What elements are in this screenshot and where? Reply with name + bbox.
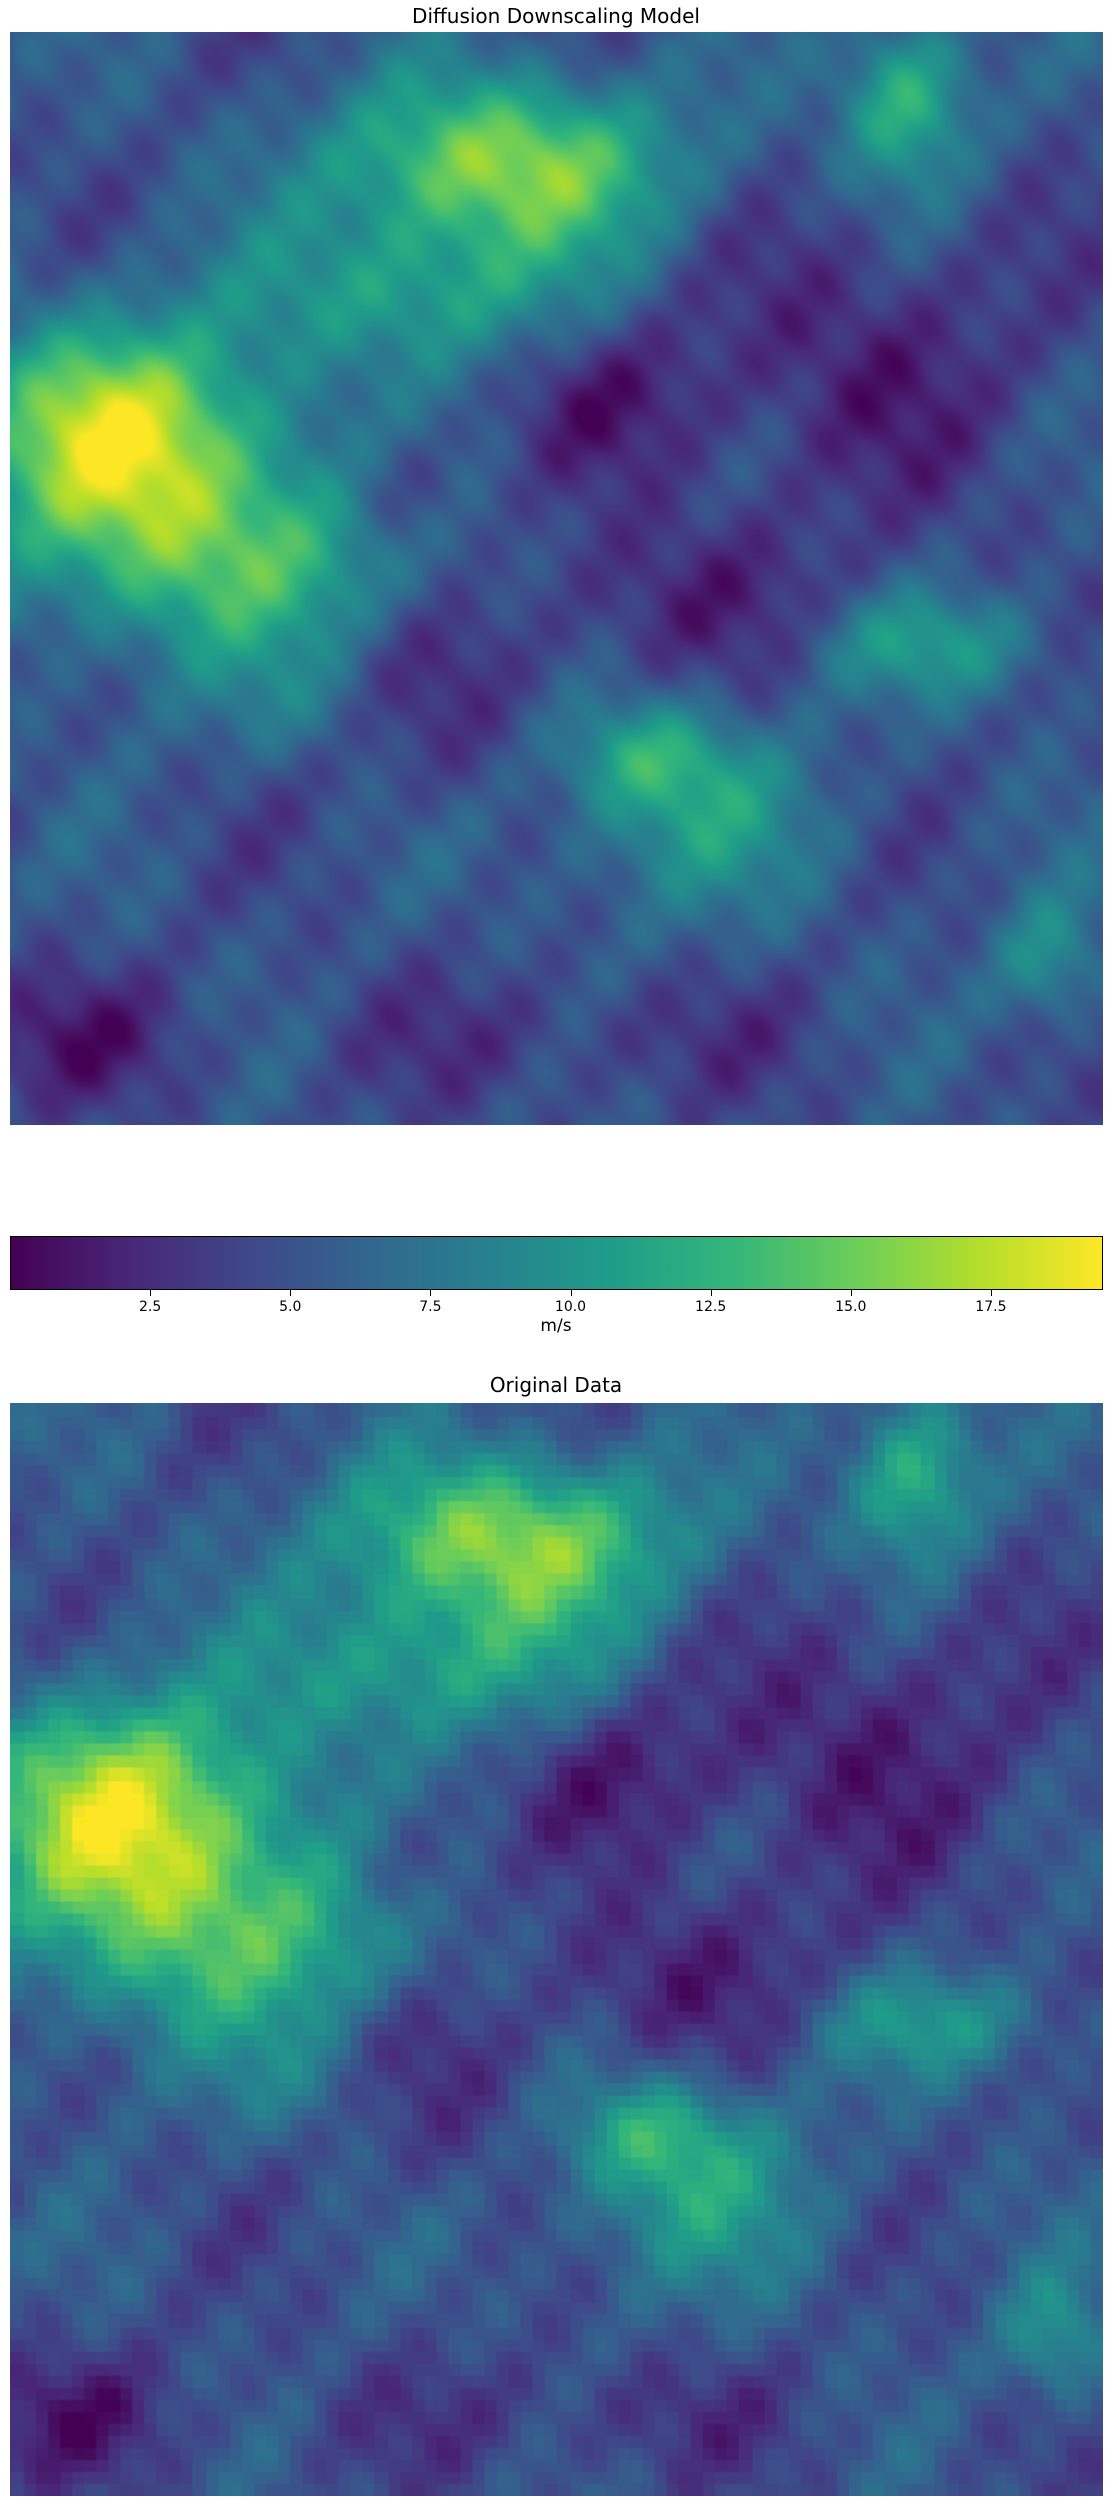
original-wind-speed-heatmap (10, 1403, 1103, 2496)
colorbar-tick-label: 2.5 (138, 1299, 162, 1315)
colorbar-tick-label: 5.0 (279, 1299, 302, 1315)
colorbar-tick-mark (850, 1290, 852, 1296)
colorbar-label: m/s (540, 1316, 572, 1336)
colorbar-tick-mark (150, 1290, 152, 1296)
colorbar-tick-mark (430, 1290, 432, 1296)
colorbar-tick-label: 17.5 (975, 1299, 1007, 1315)
colorbar-tick-mark (570, 1290, 572, 1296)
colorbar-ticks: 2.5 5.0 7.5 10.0 12.5 15.0 17.5 (10, 1290, 1103, 1320)
colorbar-tick-label: 10.0 (554, 1299, 587, 1315)
bottom-panel-title: Original Data (489, 1373, 623, 1397)
colorbar-tick-label: 15.0 (835, 1299, 867, 1315)
colorbar-tick-mark (710, 1290, 712, 1296)
colorbar (10, 1236, 1103, 1290)
colorbar-tick-label: 7.5 (419, 1299, 442, 1315)
downscaled-wind-speed-heatmap (10, 32, 1103, 1125)
colorbar-tick-mark (290, 1290, 292, 1296)
top-panel-title: Diffusion Downscaling Model (412, 4, 700, 28)
colorbar-tick-mark (990, 1290, 992, 1296)
colorbar-tick-label: 12.5 (695, 1299, 727, 1315)
